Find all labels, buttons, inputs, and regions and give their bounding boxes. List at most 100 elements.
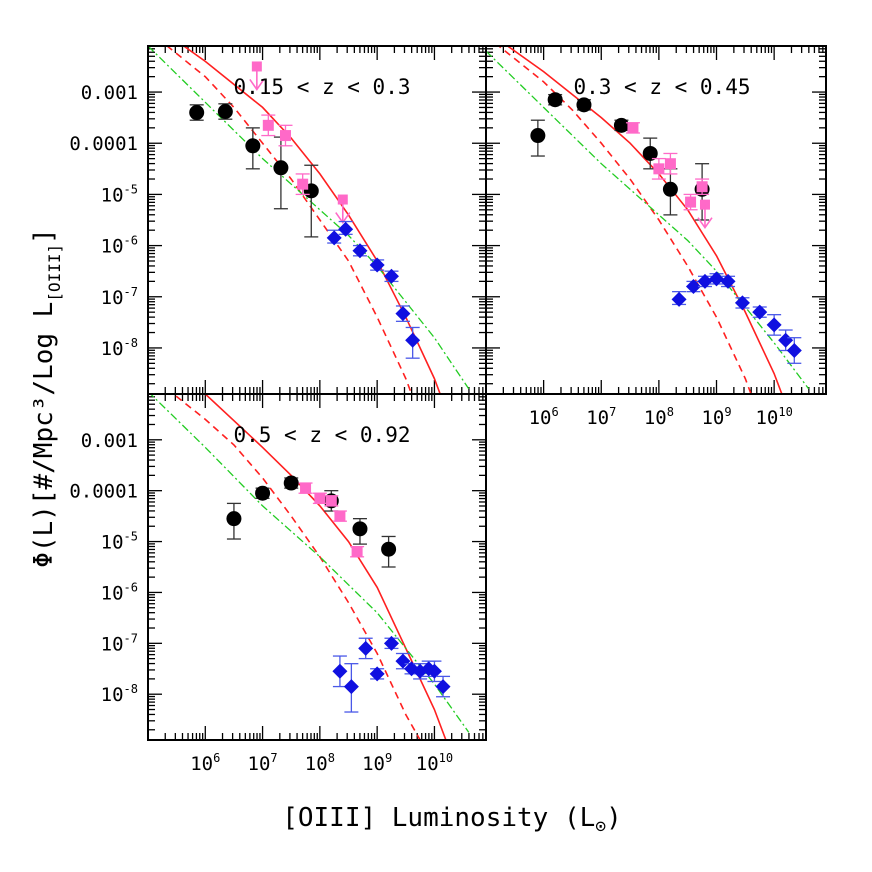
panel-1: 0.15 < z < 0.3 bbox=[147, 45, 487, 395]
x-tick-labels: 106 107 108 109 1010 106 107 108 109 1010 bbox=[190, 405, 793, 775]
y-tick-label: 0.001 bbox=[81, 430, 138, 452]
panel-3-frame bbox=[147, 393, 487, 741]
data-point-diamond bbox=[395, 306, 411, 322]
data-point-diamond bbox=[778, 332, 794, 348]
data-point-diamond bbox=[358, 640, 374, 656]
data-point-circle bbox=[273, 160, 289, 176]
panel-3-title: 0.5 < z < 0.92 bbox=[233, 423, 410, 447]
panel-1-title: 0.15 < z < 0.3 bbox=[233, 75, 410, 99]
x-tick-label: 106 bbox=[190, 751, 220, 775]
x-tick-label: 106 bbox=[529, 405, 559, 429]
data-point-diamond bbox=[338, 221, 354, 237]
panel-2: 0.3 < z < 0.45 bbox=[485, 45, 827, 395]
data-point-diamond bbox=[752, 304, 768, 320]
data-point-circle bbox=[352, 521, 368, 537]
data-point-square bbox=[262, 119, 274, 131]
upper-limit-arrow bbox=[697, 199, 713, 230]
data-point-square bbox=[351, 546, 363, 558]
curve-solid-red bbox=[182, 46, 442, 394]
y-tick-label: 10-6 bbox=[101, 234, 138, 258]
panel-2-ticks bbox=[485, 46, 826, 394]
x-tick-label: 108 bbox=[305, 751, 335, 775]
svg-text:[OIII] Luminosity (L⊙): [OIII] Luminosity (L⊙) bbox=[282, 803, 622, 837]
x-tick-label: 107 bbox=[248, 751, 278, 775]
upper-limit-arrow bbox=[249, 61, 265, 91]
data-point-square bbox=[334, 510, 346, 522]
curve-dashed-red bbox=[165, 46, 413, 394]
y-tick-labels: 0.001 0.0001 10-5 10-6 10-7 10-8 0.001 0.0001 10… bbox=[69, 82, 138, 706]
data-point-circle bbox=[613, 117, 629, 133]
data-point-square bbox=[297, 178, 309, 190]
data-point-diamond bbox=[332, 663, 348, 679]
data-point-diamond bbox=[405, 332, 421, 348]
data-point-square bbox=[685, 196, 697, 208]
panel-1-ticks bbox=[147, 46, 486, 394]
data-point-diamond bbox=[734, 295, 750, 311]
data-point-diamond bbox=[369, 666, 385, 682]
y-tick-label: 10-7 bbox=[101, 285, 138, 309]
panel-2-title: 0.3 < z < 0.45 bbox=[573, 75, 750, 99]
data-point-diamond bbox=[352, 243, 368, 259]
data-point-diamond bbox=[766, 317, 782, 333]
data-point-diamond bbox=[383, 635, 399, 651]
data-point-diamond bbox=[395, 653, 411, 669]
y-tick-label: 10-5 bbox=[101, 530, 138, 554]
panel-1-curves bbox=[148, 46, 470, 394]
curve-dash-dot-green bbox=[486, 50, 810, 390]
y-tick-label: 10-8 bbox=[101, 682, 138, 706]
y-tick-label: 10-5 bbox=[101, 182, 138, 206]
y-tick-label: 10-8 bbox=[101, 336, 138, 360]
data-point-square bbox=[279, 130, 291, 142]
x-tick-label: 107 bbox=[586, 405, 616, 429]
panel-1-points bbox=[189, 61, 421, 359]
x-tick-label: 1010 bbox=[416, 751, 453, 775]
data-point-diamond bbox=[426, 663, 442, 679]
y-axis-title-main: Φ(L)[#/Mpc³/Log L bbox=[29, 302, 59, 568]
curve-dash-dot-green bbox=[148, 46, 470, 390]
data-point-diamond bbox=[343, 679, 359, 695]
data-point-circle bbox=[547, 92, 563, 108]
curve-dashed-red bbox=[497, 46, 752, 394]
data-point-circle bbox=[662, 181, 678, 197]
x-axis-title-main: [OIII] Luminosity (L bbox=[282, 803, 595, 833]
panel-3: 0.5 < z < 0.92 bbox=[147, 393, 487, 741]
data-point-diamond bbox=[435, 679, 451, 695]
x-axis-title-close: ) bbox=[606, 803, 622, 833]
panel-3-points bbox=[226, 475, 451, 713]
data-point-circle bbox=[189, 105, 205, 121]
data-point-diamond bbox=[685, 279, 701, 295]
panel-3-curves bbox=[149, 394, 470, 740]
data-point-circle bbox=[576, 97, 592, 113]
y-tick-label: 10-7 bbox=[101, 631, 138, 655]
data-point-diamond bbox=[383, 268, 399, 284]
data-point-circle bbox=[245, 138, 261, 154]
svg-text:Φ(L)[#/Mpc³/Log L[OIII]]: Φ(L)[#/Mpc³/Log L[OIII]] bbox=[29, 228, 64, 568]
y-axis-title: Φ(L)[#/Mpc³/Log L[OIII]] bbox=[29, 228, 64, 568]
data-point-circle bbox=[530, 128, 546, 144]
curve-solid-red bbox=[204, 394, 447, 740]
error-bar bbox=[304, 164, 319, 238]
data-point-circle bbox=[642, 145, 658, 161]
data-point-square bbox=[314, 492, 326, 504]
x-tick-label: 109 bbox=[701, 405, 731, 429]
data-point-square bbox=[627, 122, 639, 134]
data-point-circle bbox=[255, 485, 271, 501]
data-point-square bbox=[696, 181, 708, 193]
x-tick-label: 109 bbox=[362, 751, 392, 775]
data-point-diamond bbox=[786, 343, 802, 358]
data-point-square bbox=[664, 158, 676, 170]
data-point-diamond bbox=[697, 273, 713, 289]
data-point-circle bbox=[283, 475, 299, 491]
x-tick-label: 1010 bbox=[755, 405, 792, 429]
y-tick-label: 0.001 bbox=[81, 82, 138, 104]
data-point-square bbox=[300, 482, 312, 494]
x-axis-title-sub: ⊙ bbox=[595, 816, 606, 837]
upper-limit-arrow bbox=[335, 194, 351, 224]
data-point-circle bbox=[226, 511, 242, 527]
data-point-diamond bbox=[671, 291, 687, 307]
panels: 0.15 < z < 0.3 0.3 < z < 0.45 0.5 < z < 0.… bbox=[147, 45, 827, 741]
data-point-diamond bbox=[326, 230, 342, 246]
x-tick-label: 108 bbox=[644, 405, 674, 429]
data-point-diamond bbox=[720, 273, 736, 289]
